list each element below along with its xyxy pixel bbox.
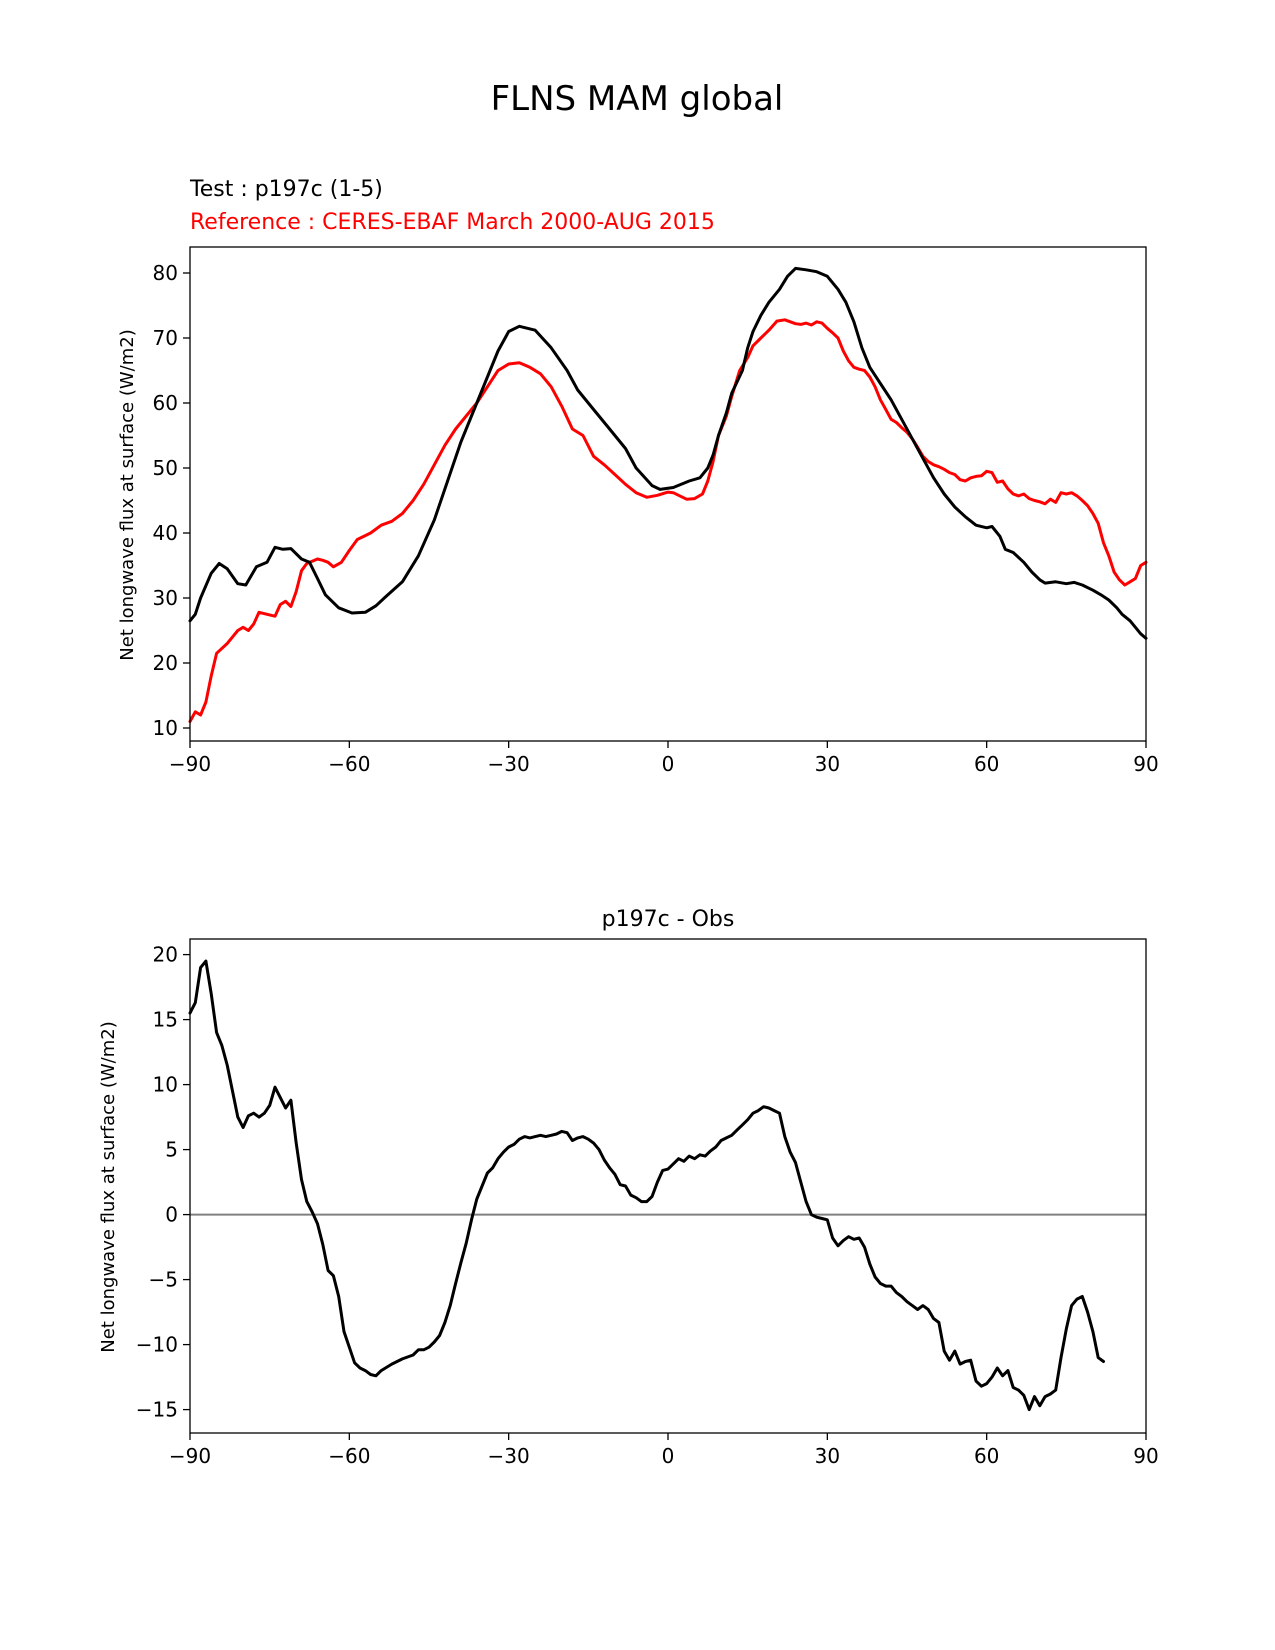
top-y-tick-label: 40 [153, 521, 178, 545]
top-y-tick-label: 60 [153, 391, 178, 415]
top-plot-lines [188, 266, 1148, 723]
top-plot-frame [189, 246, 1147, 742]
top-x-tick-label: −60 [328, 752, 370, 776]
top-y-tick-label: 50 [153, 456, 178, 480]
top-x-tick-label: −30 [488, 752, 530, 776]
bottom-x-tick-label: 30 [815, 1444, 840, 1468]
bottom-y-tick-label: −10 [136, 1333, 178, 1357]
top-x-tick-label: 90 [1133, 752, 1158, 776]
bottom-plot-frame [189, 938, 1147, 1434]
top-axes: −90 −60 −30 0 30 60 90 10 20 30 40 50 60 70 80 [153, 261, 1159, 776]
bottom-y-tick-label: −15 [136, 1398, 178, 1422]
bottom-x-tick-label: −60 [328, 1444, 370, 1468]
bottom-panel: p197c - Obs Net longwave flux at surface… [98, 907, 1159, 1468]
top-series-line-1 [188, 318, 1148, 723]
bottom-y-tick-label: 5 [165, 1138, 178, 1162]
top-y-tick-label: 10 [153, 716, 178, 740]
top-y-axis-label: Net longwave flux at surface (W/m2) [117, 329, 138, 660]
top-y-tick-label: 20 [153, 651, 178, 675]
top-x-tick-label: −90 [169, 752, 211, 776]
top-reference-label: Reference : CERES-EBAF March 2000-AUG 20… [190, 210, 715, 235]
bottom-y-axis-label: Net longwave flux at surface (W/m2) [98, 1021, 119, 1352]
bottom-axes: −90 −60 −30 0 30 60 90 −15 −10 −5 0 5 10 15 20 [136, 943, 1159, 1468]
top-x-tick-label: 30 [815, 752, 840, 776]
bottom-x-tick-label: 0 [662, 1444, 675, 1468]
top-y-tick-label: 70 [153, 326, 178, 350]
top-x-tick-label: 0 [662, 752, 675, 776]
bottom-x-tick-label: −90 [169, 1444, 211, 1468]
figure-title: FLNS MAM global [491, 79, 784, 119]
top-test-label: Test : p197c (1-5) [189, 177, 383, 202]
bottom-y-tick-label: 20 [153, 943, 178, 967]
top-y-tick-label: 80 [153, 261, 178, 285]
bottom-x-tick-label: 60 [974, 1444, 999, 1468]
top-x-tick-label: 60 [974, 752, 999, 776]
top-y-tick-label: 30 [153, 586, 178, 610]
bottom-x-tick-label: 90 [1133, 1444, 1158, 1468]
bottom-series-line-0 [188, 959, 1105, 1412]
bottom-y-tick-label: −5 [149, 1268, 178, 1292]
top-series-line-0 [188, 266, 1148, 640]
bottom-x-tick-label: −30 [488, 1444, 530, 1468]
bottom-y-tick-label: 0 [165, 1203, 178, 1227]
bottom-plot-lines [188, 959, 1146, 1412]
top-panel: Test : p197c (1-5) Reference : CERES-EBA… [117, 177, 1159, 776]
bottom-y-tick-label: 15 [153, 1008, 178, 1032]
bottom-y-tick-label: 10 [153, 1073, 178, 1097]
bottom-plot-title: p197c - Obs [602, 907, 735, 932]
